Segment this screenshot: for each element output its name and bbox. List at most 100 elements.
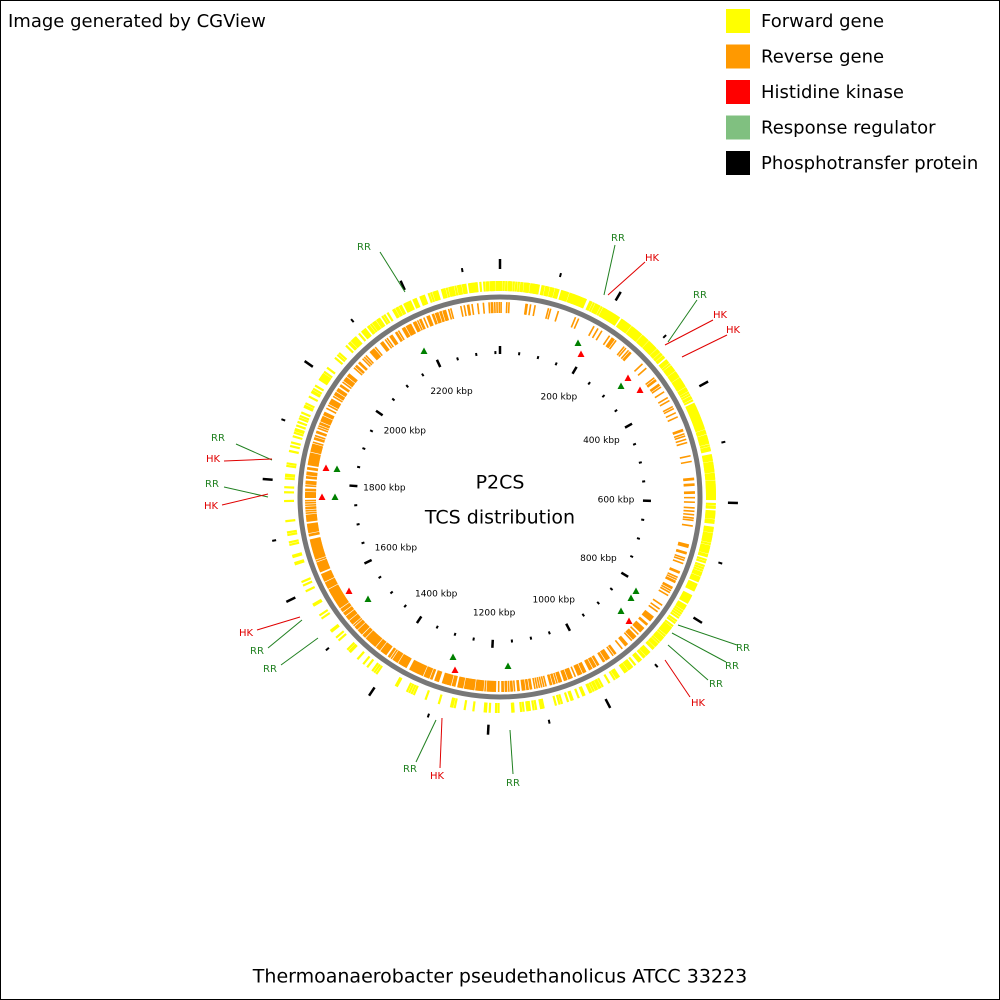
forward-gene xyxy=(567,292,573,304)
forward-gene xyxy=(598,307,606,318)
forward-gene xyxy=(690,574,701,581)
forward-gene xyxy=(395,677,403,688)
forward-gene xyxy=(552,695,558,706)
reverse-gene xyxy=(682,518,694,522)
reverse-gene xyxy=(449,674,454,686)
forward-gene xyxy=(512,281,515,292)
reverse-gene xyxy=(550,673,555,685)
callout-line xyxy=(667,299,698,343)
forward-gene xyxy=(525,282,529,293)
reverse-gene xyxy=(354,365,365,375)
reverse-gene xyxy=(627,628,637,638)
reverse-gene xyxy=(643,610,654,619)
reverse-gene xyxy=(478,679,482,691)
forward-gene xyxy=(305,585,316,593)
reverse-gene xyxy=(607,645,616,655)
forward-gene xyxy=(294,559,305,565)
reverse-gene xyxy=(578,662,585,674)
forward-gene xyxy=(553,288,559,299)
outer-tick xyxy=(368,686,376,697)
reverse-gene xyxy=(343,606,353,614)
forward-gene xyxy=(579,297,586,309)
reverse-gene xyxy=(314,554,326,560)
forward-gene xyxy=(336,353,346,363)
reverse-gene xyxy=(335,595,346,603)
forward-gene xyxy=(286,462,297,466)
reverse-gene xyxy=(574,664,581,676)
reverse-gene xyxy=(443,309,449,321)
forward-gene xyxy=(576,296,583,307)
center-title: P2CS xyxy=(476,472,525,494)
reverse-gene xyxy=(426,667,433,679)
forward-gene xyxy=(696,430,707,436)
forward-gene xyxy=(645,641,655,650)
tick-label: 400 kbp xyxy=(583,436,620,446)
tcs-marker xyxy=(617,607,625,614)
forward-gene xyxy=(704,519,715,523)
forward-gene xyxy=(597,677,604,688)
tcs-marker xyxy=(333,465,341,472)
reverse-gene xyxy=(309,453,321,458)
forward-gene xyxy=(696,431,707,438)
forward-gene xyxy=(677,387,688,394)
reverse-gene xyxy=(374,637,383,647)
reverse-gene xyxy=(477,679,481,691)
reverse-gene xyxy=(662,405,674,413)
forward-gene xyxy=(667,371,677,379)
forward-gene xyxy=(607,312,615,323)
reverse-gene xyxy=(402,656,409,667)
forward-gene xyxy=(381,315,389,325)
forward-gene xyxy=(687,579,698,586)
forward-gene xyxy=(595,678,602,689)
reverse-gene xyxy=(423,317,429,328)
callout-line xyxy=(603,244,616,296)
forward-gene xyxy=(588,302,596,313)
reverse-gene xyxy=(313,436,325,442)
forward-gene xyxy=(472,701,476,712)
inner-tick xyxy=(571,366,578,375)
reverse-gene xyxy=(317,560,328,567)
outer-tick xyxy=(303,360,314,368)
reverse-gene xyxy=(472,679,476,691)
reverse-gene xyxy=(553,672,558,684)
reverse-gene xyxy=(606,646,614,657)
tcs-marker xyxy=(632,587,640,594)
reverse-gene xyxy=(363,628,373,638)
reverse-gene xyxy=(521,679,525,691)
reverse-gene xyxy=(683,506,695,509)
reverse-gene xyxy=(315,556,327,562)
forward-gene xyxy=(318,378,329,386)
reverse-gene xyxy=(679,454,691,459)
reverse-gene xyxy=(373,636,382,647)
forward-gene xyxy=(560,290,566,301)
forward-gene xyxy=(369,323,378,333)
reverse-gene xyxy=(308,459,320,463)
forward-gene xyxy=(674,605,684,613)
forward-gene xyxy=(525,701,529,712)
forward-gene xyxy=(704,467,715,472)
reverse-gene xyxy=(311,545,323,550)
reverse-gene xyxy=(351,616,361,625)
reverse-gene xyxy=(669,567,681,573)
reverse-gene xyxy=(646,378,657,387)
reverse-gene xyxy=(452,675,457,687)
forward-gene xyxy=(301,577,312,584)
forward-gene xyxy=(610,669,618,680)
reverse-gene xyxy=(524,303,529,315)
reverse-gene xyxy=(321,570,333,577)
forward-gene xyxy=(699,547,710,553)
reverse-gene xyxy=(309,537,321,542)
reverse-gene xyxy=(366,631,376,641)
forward-gene xyxy=(705,481,716,485)
forward-gene xyxy=(656,628,666,637)
reverse-gene xyxy=(306,471,318,475)
reverse-gene xyxy=(676,441,688,447)
forward-gene xyxy=(699,444,710,449)
reverse-gene xyxy=(417,663,424,675)
forward-gene xyxy=(398,305,406,316)
forward-gene xyxy=(471,282,476,293)
reverse-gene xyxy=(313,550,325,556)
forward-gene xyxy=(658,359,668,368)
reverse-gene xyxy=(466,678,470,690)
